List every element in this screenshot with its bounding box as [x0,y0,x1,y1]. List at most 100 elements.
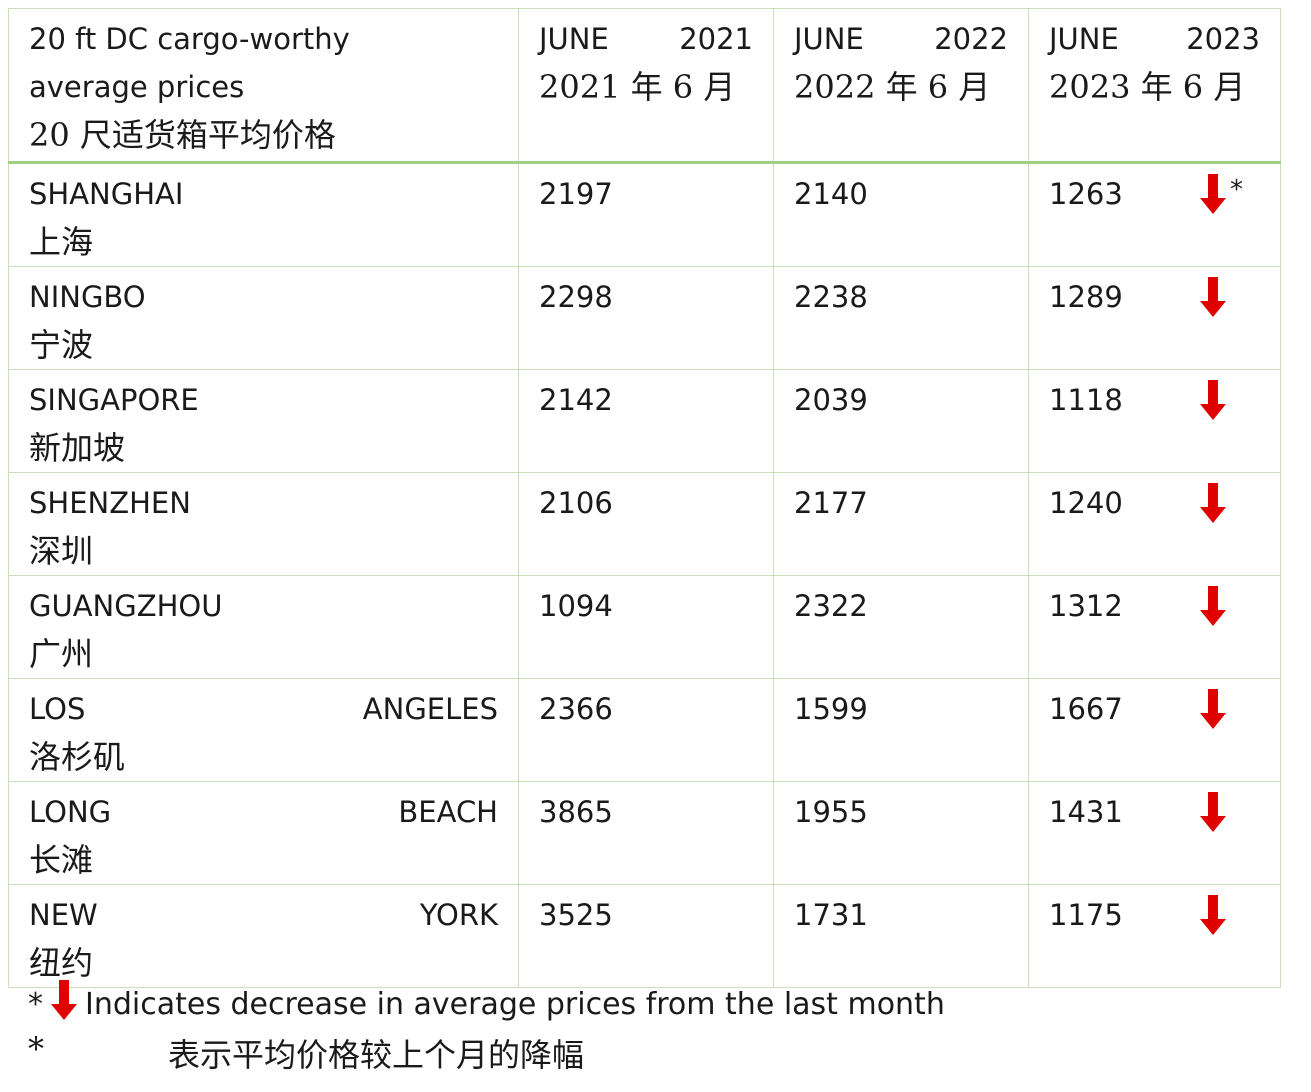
zh-date: 2022 年 6 月 [794,68,991,106]
footer-text-zh: 表示平均价格较上个月的降幅 [168,1036,585,1074]
header-2021: JUNE 2021 2021 年 6 月 [518,8,774,164]
price-2021: 2197 [518,162,774,267]
city-name-part: SHANGHAI [29,177,184,211]
price-2023-cell: 1240 [1028,472,1281,576]
title-zh: 20 尺适货箱平均价格 [29,116,336,154]
city-name-zh: 上海 [29,223,94,261]
price-2022: 1955 [773,781,1029,885]
price-2021: 2298 [518,266,774,370]
price-2023: 1431 [1049,795,1123,829]
price-2022: 1599 [773,678,1029,782]
price-2022: 2140 [773,162,1029,267]
city-name-part: NEW [29,898,98,932]
month-label: JUNE [794,22,864,56]
city-name-zh: 洛杉矶 [29,738,126,776]
table-row: NINGBO 宁波 2298 2238 1289 [8,266,1281,370]
city-name-part: SHENZHEN [29,486,191,520]
table-row: LONG BEACH 长滩 3865 1955 1431 [8,781,1281,885]
price-2021: 3525 [518,884,774,988]
down-arrow-icon [51,980,77,1028]
table-row: LOS ANGELES 洛杉矶 2366 1599 1667 [8,678,1281,782]
year-label: 2023 [1186,22,1260,56]
city-cell: SINGAPORE 新加坡 [8,369,519,473]
city-name-zh: 宁波 [29,326,94,364]
city-name-en: NEW YORK [29,891,498,939]
down-arrow-icon [1200,586,1226,626]
footer-note-en: * Indicates decrease in average prices f… [28,980,945,1028]
city-name-zh: 深圳 [29,532,94,570]
down-arrow-icon [1200,792,1226,832]
down-arrow-icon [1200,277,1226,317]
asterisk: * [1230,175,1243,205]
city-cell: NEW YORK 纽约 [8,884,519,988]
down-arrow-icon [1200,895,1226,935]
city-cell: SHENZHEN 深圳 [8,472,519,576]
price-2023-cell: 1263 * [1028,162,1281,267]
city-name-part: LONG [29,795,112,829]
year-label: 2021 [679,22,753,56]
table-row: SHANGHAI 上海 2197 2140 1263 * [8,162,1281,267]
header-row: 20 ft DC cargo-worthy average prices 20 … [8,8,1281,164]
table-row: SINGAPORE 新加坡 2142 2039 1118 [8,369,1281,473]
price-2022: 2322 [773,575,1029,679]
city-name-part: NINGBO [29,280,146,314]
down-arrow-icon [1200,483,1226,523]
price-2021: 2142 [518,369,774,473]
month-label: JUNE [1049,22,1119,56]
table-row: GUANGZHOU 广州 1094 2322 1312 [8,575,1281,679]
footer-star: * [28,986,43,1022]
price-table: 20 ft DC cargo-worthy average prices 20 … [8,8,1281,988]
price-2023: 1263 [1049,177,1123,211]
header-2022: JUNE 2022 2022 年 6 月 [773,8,1029,164]
price-2022: 2238 [773,266,1029,370]
price-2023: 1175 [1049,898,1123,932]
title-en-2: average prices [29,70,245,104]
city-name-en: NINGBO [29,273,498,321]
price-2023: 1289 [1049,280,1123,314]
city-name-en: GUANGZHOU [29,582,498,630]
city-cell: LONG BEACH 长滩 [8,781,519,885]
city-name-zh: 广州 [29,635,94,673]
city-name-part: LOS [29,692,86,726]
year-label: 2022 [934,22,1008,56]
header-2023: JUNE 2023 2023 年 6 月 [1028,8,1281,164]
table-row: NEW YORK 纽约 3525 1731 1175 [8,884,1281,988]
city-name-zh: 长滩 [29,841,94,879]
city-name-part: SINGAPORE [29,383,199,417]
table-row: SHENZHEN 深圳 2106 2177 1240 [8,472,1281,576]
zh-date: 2021 年 6 月 [539,68,736,106]
price-2023-cell: 1667 [1028,678,1281,782]
price-2022: 2177 [773,472,1029,576]
price-2023: 1240 [1049,486,1123,520]
title-en-1: 20 ft DC cargo-worthy [29,22,350,56]
footer-star: * [28,1030,44,1068]
price-2021: 3865 [518,781,774,885]
header-title-cell: 20 ft DC cargo-worthy average prices 20 … [8,8,519,164]
price-2023: 1118 [1049,383,1123,417]
footer-note-zh: * 表示平均价格较上个月的降幅 [28,1030,584,1076]
city-name-part: YORK [419,898,498,932]
zh-date: 2023 年 6 月 [1049,68,1246,106]
city-name-part: GUANGZHOU [29,589,223,623]
price-2023-cell: 1175 [1028,884,1281,988]
city-cell: GUANGZHOU 广州 [8,575,519,679]
down-arrow-icon: * [1200,174,1243,214]
down-arrow-icon [1200,689,1226,729]
price-2023-cell: 1118 [1028,369,1281,473]
price-2021: 2366 [518,678,774,782]
city-name-zh: 新加坡 [29,429,126,467]
city-name-zh: 纽约 [29,944,94,982]
price-2023-cell: 1431 [1028,781,1281,885]
down-arrow-icon [1200,380,1226,420]
price-2022: 1731 [773,884,1029,988]
price-2023: 1312 [1049,589,1123,623]
price-2022: 2039 [773,369,1029,473]
price-2023-cell: 1289 [1028,266,1281,370]
price-2023-cell: 1312 [1028,575,1281,679]
footer-text-en: Indicates decrease in average prices fro… [85,986,945,1022]
price-2021: 2106 [518,472,774,576]
city-name-en: SHANGHAI [29,170,498,218]
city-name-part: BEACH [398,795,498,829]
month-label: JUNE [539,22,609,56]
city-cell: NINGBO 宁波 [8,266,519,370]
